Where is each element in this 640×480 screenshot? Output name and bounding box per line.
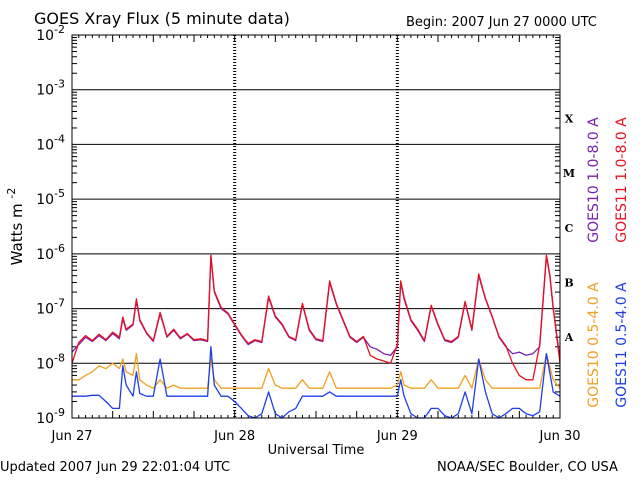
- flare-class-a: A: [564, 331, 574, 344]
- begin-label: Begin: 2007 Jun 27 0000 UTC: [406, 15, 597, 30]
- series-line-3: [72, 353, 561, 389]
- x-tick-label: Jun 30: [539, 429, 581, 444]
- series-line-1: [71, 255, 561, 360]
- x-tick-label: Jun 29: [376, 429, 418, 444]
- y-tick-label: 10-9: [36, 406, 65, 427]
- flare-class-b: B: [564, 276, 573, 289]
- x-tick-label: Jun 28: [213, 429, 255, 444]
- y-tick-label: 10-4: [36, 132, 65, 153]
- series-line-4: [72, 346, 561, 419]
- source-label: NOAA/SEC Boulder, CO USA: [437, 460, 618, 475]
- updated-label: Updated 2007 Jun 29 22:01:04 UTC: [0, 460, 231, 475]
- plot-frame: [71, 34, 561, 419]
- flare-class-c: C: [565, 222, 574, 235]
- flare-class-x: X: [565, 112, 574, 125]
- legend-entry-3: GOES10 0.5-4.0 A: [586, 282, 602, 408]
- y-tick-label: 10-2: [36, 23, 65, 44]
- y-tick-label: 10-8: [36, 351, 65, 372]
- legend-entry-4: GOES11 0.5-4.0 A: [614, 282, 630, 408]
- legend-entry-2: GOES11 1.0-8.0 A: [614, 117, 630, 243]
- legend-entry-1: GOES10 1.0-8.0 A: [586, 117, 602, 243]
- y-tick-label: 10-5: [36, 187, 65, 208]
- chart-title: GOES Xray Flux (5 minute data): [34, 9, 290, 28]
- x-tick-label: Jun 27: [51, 429, 93, 444]
- y-tick-label: 10-7: [36, 297, 65, 318]
- y-axis-label: Watts m -2: [5, 188, 26, 266]
- y-tick-label: 10-3: [36, 78, 65, 99]
- y-tick-label: 10-6: [36, 242, 65, 263]
- flare-class-m: M: [563, 167, 575, 180]
- x-axis-label: Universal Time: [268, 443, 365, 458]
- series-line-2: [71, 254, 561, 381]
